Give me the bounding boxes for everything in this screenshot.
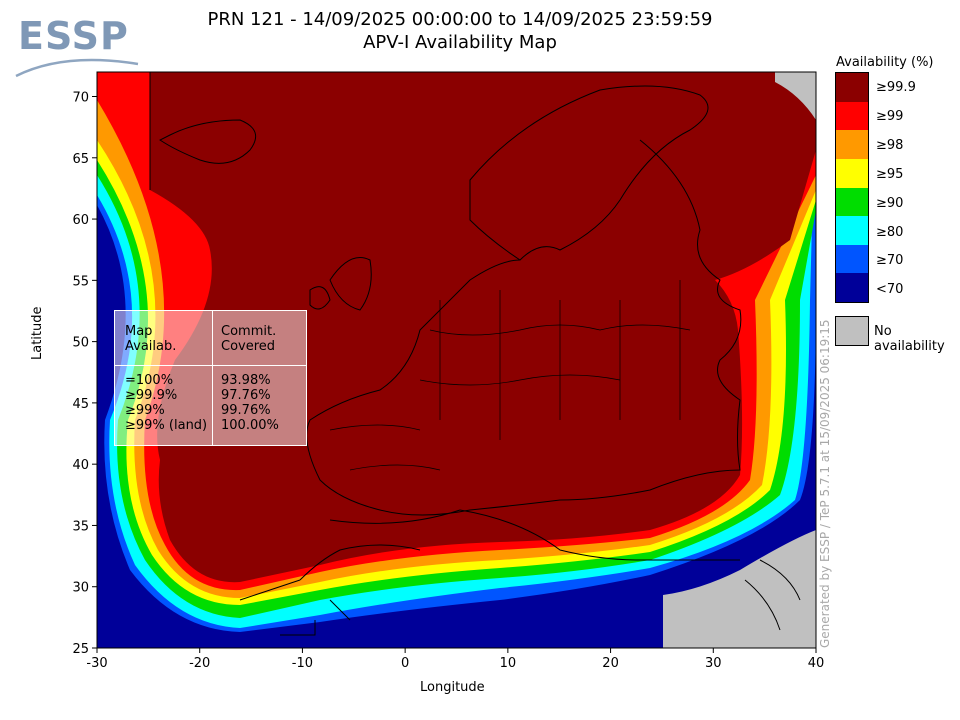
header-commit-covered: Commit. Covered — [221, 324, 277, 354]
x-tick-label: 30 — [705, 656, 722, 671]
x-axis-ticks: -30 -20 -10 0 10 20 30 40 — [86, 648, 824, 671]
legend-label: ≥99 — [876, 108, 904, 124]
coastlines — [149, 72, 801, 636]
country-borders — [329, 280, 691, 471]
band-99-9 — [150, 72, 816, 583]
availability-thresholds: =100% ≥99.9% ≥99% ≥99% (land) — [125, 373, 208, 433]
legend-swatch — [836, 158, 868, 188]
no-availability-ne — [775, 72, 816, 120]
table-divider-vertical — [212, 311, 213, 445]
legend-label: ≥80 — [876, 224, 904, 240]
legend-label: <70 — [876, 282, 904, 298]
legend-label: ≥99.9 — [876, 80, 916, 95]
no-availability-se — [663, 530, 816, 648]
y-tick-label: 60 — [72, 213, 89, 228]
y-tick-label: 25 — [72, 642, 89, 657]
x-tick-label: 0 — [401, 656, 409, 671]
x-axis-label: Longitude — [420, 680, 485, 695]
logo-text: ESSP — [18, 14, 129, 58]
y-tick-label: 40 — [72, 458, 89, 473]
x-tick-label: 40 — [808, 656, 825, 671]
x-tick-label: -30 — [86, 656, 107, 671]
legend-label: ≥90 — [876, 195, 904, 211]
legend-swatch — [836, 130, 868, 159]
coverage-values: 93.98% 97.76% 99.76% 100.00% — [221, 373, 279, 433]
y-tick-label: 45 — [72, 397, 89, 412]
y-tick-label: 35 — [72, 519, 89, 534]
table-divider-horizontal — [115, 365, 306, 366]
legend-swatch — [836, 216, 868, 245]
legend-swatch — [836, 187, 868, 217]
legend-title: Availability (%) — [836, 55, 934, 70]
x-tick-label: 20 — [602, 656, 619, 671]
y-axis-ticks: 70 65 60 55 50 45 40 35 30 25 — [72, 91, 97, 657]
map-title: PRN 121 - 14/09/2025 00:00:00 to 14/09/2… — [207, 9, 713, 30]
y-tick-label: 65 — [72, 152, 89, 167]
legend-label: ≥98 — [876, 137, 904, 153]
no-availability-label: No availability — [874, 324, 945, 354]
y-tick-label: 50 — [72, 336, 89, 351]
statistics-table: Map Availab. Commit. Covered =100% ≥99.9… — [114, 310, 307, 446]
y-axis-label: Latitude — [30, 306, 45, 360]
legend-swatch — [836, 273, 868, 302]
legend-label: ≥70 — [876, 253, 904, 269]
no-availability-swatch — [835, 316, 869, 346]
legend-color-bar — [835, 72, 869, 303]
x-tick-label: -10 — [292, 656, 313, 671]
y-tick-label: 70 — [72, 91, 89, 106]
header-map-availability: Map Availab. — [125, 324, 177, 354]
essp-logo: ESSP — [14, 14, 144, 84]
legend-label: ≥95 — [876, 166, 904, 182]
x-tick-label: -20 — [189, 656, 210, 671]
x-tick-label: 10 — [500, 656, 517, 671]
y-tick-label: 55 — [72, 274, 89, 289]
legend-swatch — [836, 73, 868, 102]
legend-swatch — [836, 101, 868, 131]
logo-swoosh-icon — [15, 58, 139, 78]
y-tick-label: 30 — [72, 581, 89, 596]
legend-swatch — [836, 244, 868, 274]
map-subtitle: APV-I Availability Map — [363, 32, 557, 53]
generated-by-watermark: Generated by ESSP / TeP 5.7.1 at 15/09/2… — [818, 319, 832, 648]
plot-frame — [96, 71, 817, 649]
